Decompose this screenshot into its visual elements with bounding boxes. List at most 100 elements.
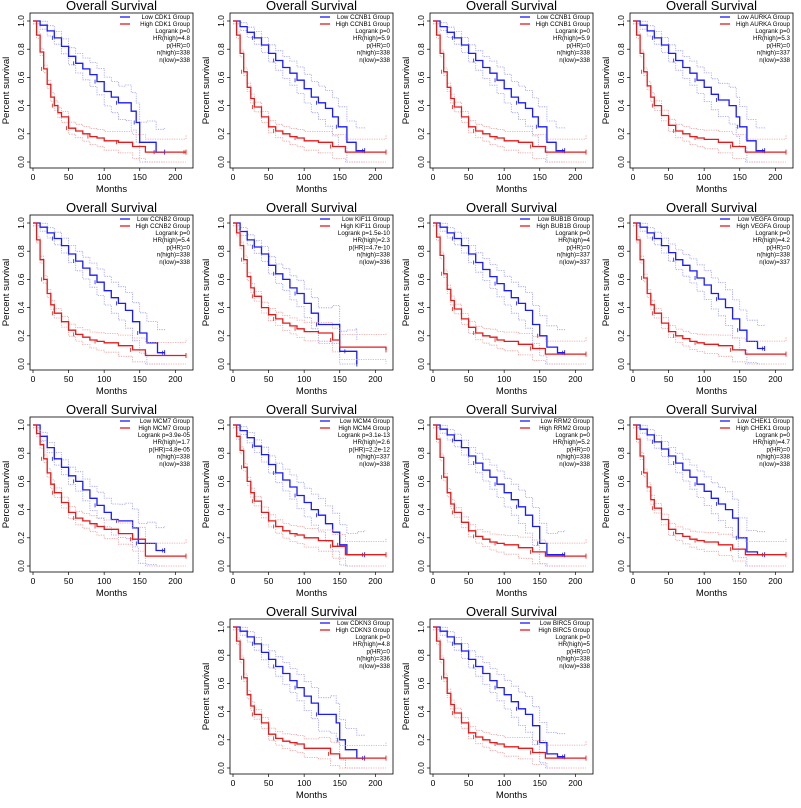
plot-frame [229, 618, 394, 775]
ci-lower-line [433, 225, 586, 365]
stat-annotation: HR(high)=5.2 [553, 439, 591, 446]
y-tick-label: 0.2 [616, 128, 626, 140]
x-tick-label: 50 [664, 172, 674, 182]
plot-frame [429, 214, 594, 371]
km-plot: Overall Survival 0.0 0.2 0.4 0.6 0.8 1.0 0 50 100… [1, 202, 194, 397]
survival-panel: Overall Survival 0.0 0.2 0.4 0.6 0.8 1.0 0 50 100… [200, 202, 400, 404]
stat-annotation: HR(high)=5.4 [153, 237, 191, 244]
survival-panel: Overall Survival 0.0 0.2 0.4 0.6 0.8 1.0 0 50 100… [400, 606, 600, 808]
ci-lower-line [233, 427, 365, 567]
plot-frame [629, 12, 794, 169]
ci-lower-line [633, 225, 786, 365]
stat-annotation: Logrank p=0 [755, 230, 790, 237]
y-tick-label: 0.4 [616, 503, 626, 515]
legend-label: Low KIF11 Group [342, 216, 391, 223]
y-tick-label: 0.2 [416, 734, 426, 746]
survival-panel: Overall Survival 0.0 0.2 0.4 0.6 0.8 1.0 0 50 100… [600, 404, 800, 606]
legend-label: Low CHEK1 Group [737, 418, 790, 425]
stat-annotation: n(high)=338 [157, 454, 191, 461]
stat-annotation: n(low)=338 [759, 57, 790, 64]
ci-upper-line [433, 20, 566, 129]
stat-annotation: Logrank p=0 [555, 634, 590, 641]
x-tick-label: 150 [333, 778, 347, 788]
stat-annotation: n(high)=337 [757, 50, 791, 57]
plot-frame [429, 12, 594, 169]
x-tick-label: 100 [97, 374, 111, 384]
ci-lower-line [433, 629, 565, 769]
stat-annotation: n(low)=338 [559, 663, 590, 670]
high-group-survival-line [633, 424, 786, 556]
legend-label: Low VEGFA Group [738, 216, 791, 223]
high-group-survival-line [33, 20, 186, 153]
y-tick-label: 0.8 [216, 43, 226, 55]
stat-annotation: Logrank p=0 [155, 230, 190, 237]
survival-panel: Overall Survival 0.0 0.2 0.4 0.6 0.8 1.0 0 50 100… [200, 606, 400, 808]
y-tick-label: 0.8 [616, 245, 626, 257]
y-tick-label: 0.6 [616, 71, 626, 83]
y-tick-label: 0.0 [216, 762, 226, 774]
y-tick-label: 0.6 [16, 475, 26, 487]
y-tick-label: 0.6 [616, 273, 626, 285]
ci-upper-line [633, 424, 787, 542]
x-tick-label: 150 [333, 374, 347, 384]
y-tick-label: 0.4 [416, 301, 426, 313]
stat-annotation: Logrank p=0 [555, 230, 590, 237]
high-group-survival-line [233, 20, 386, 153]
chart-title: Overall Survival [666, 202, 757, 215]
stat-annotation: Logrank p=0 [355, 634, 390, 641]
km-plot: Overall Survival 0.0 0.2 0.4 0.6 0.8 1.0 0 50 100… [201, 202, 394, 397]
x-tick-label: 200 [368, 374, 382, 384]
legend-label: High CDK1 Group [140, 21, 190, 28]
y-tick-label: 0.8 [416, 649, 426, 661]
stat-annotation: n(low)=338 [759, 461, 790, 468]
legend-label: High CCNB2 Group [136, 223, 191, 230]
y-tick-label: 0.4 [416, 705, 426, 717]
low-group-survival-line [633, 20, 765, 152]
stat-annotation: p(HR)=0 [366, 648, 390, 655]
x-tick-label: 100 [697, 576, 711, 586]
x-tick-label: 0 [231, 778, 236, 788]
plot-frame [29, 214, 194, 371]
stat-annotation: HR(high)=5 [558, 641, 590, 648]
stat-annotation: p(HR)=0 [366, 42, 390, 49]
low-group-survival-line [33, 20, 165, 153]
x-tick-label: 150 [133, 576, 147, 586]
ci-upper-line [433, 222, 566, 331]
y-axis-label: Percent survival [401, 259, 412, 327]
y-tick-label: 0.4 [216, 99, 226, 111]
ci-lower-line [33, 427, 186, 567]
y-tick-label: 0.6 [216, 677, 226, 689]
stat-annotation: n(high)=338 [357, 252, 391, 259]
x-tick-label: 150 [533, 172, 547, 182]
chart-title: Overall Survival [266, 202, 357, 215]
x-tick-label: 100 [97, 576, 111, 586]
chart-title: Overall Survival [466, 202, 557, 215]
legend-label: High MCM7 Group [138, 425, 190, 432]
x-tick-label: 0 [631, 172, 636, 182]
ci-upper-line [233, 626, 387, 746]
x-tick-label: 50 [664, 374, 674, 384]
survival-panel: Overall Survival 0.0 0.2 0.4 0.6 0.8 1.0 0 50 100… [0, 404, 200, 606]
x-tick-label: 0 [31, 576, 36, 586]
y-tick-label: 0.0 [216, 358, 226, 370]
stat-annotation: n(high)=337 [557, 252, 591, 259]
low-group-survival-line [233, 222, 358, 364]
stat-annotation: n(low)=338 [359, 461, 390, 468]
x-tick-label: 50 [464, 172, 474, 182]
y-axis-label: Percent survival [201, 259, 212, 327]
x-tick-label: 100 [697, 374, 711, 384]
x-tick-label: 0 [631, 374, 636, 384]
ci-lower-line [633, 427, 765, 567]
ci-upper-line [433, 20, 587, 140]
survival-panel: Overall Survival 0.0 0.2 0.4 0.6 0.8 1.0 0 50 100… [0, 202, 200, 404]
y-axis-label: Percent survival [401, 461, 412, 529]
stat-annotation: n(low)=338 [559, 461, 590, 468]
x-tick-label: 50 [464, 778, 474, 788]
x-axis-label: Months [296, 184, 327, 195]
stat-annotation: HR(high)=5.9 [553, 35, 591, 42]
ci-lower-line [233, 629, 365, 769]
x-tick-label: 100 [297, 778, 311, 788]
km-plot: Overall Survival 0.0 0.2 0.4 0.6 0.8 1.0 0 50 100… [401, 404, 594, 599]
y-tick-label: 0.8 [16, 43, 26, 55]
x-tick-label: 0 [231, 576, 236, 586]
